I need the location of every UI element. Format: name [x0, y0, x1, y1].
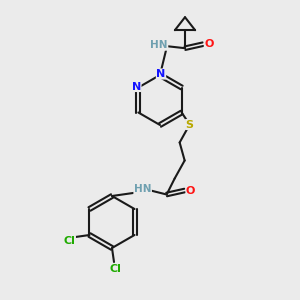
Text: HN: HN — [134, 184, 152, 194]
Text: Cl: Cl — [109, 264, 121, 274]
Text: N: N — [156, 69, 166, 79]
Text: N: N — [132, 82, 141, 92]
Text: Cl: Cl — [64, 236, 75, 246]
Text: O: O — [186, 185, 195, 196]
Text: S: S — [186, 119, 194, 130]
Text: HN: HN — [150, 40, 168, 50]
Text: O: O — [204, 39, 214, 49]
